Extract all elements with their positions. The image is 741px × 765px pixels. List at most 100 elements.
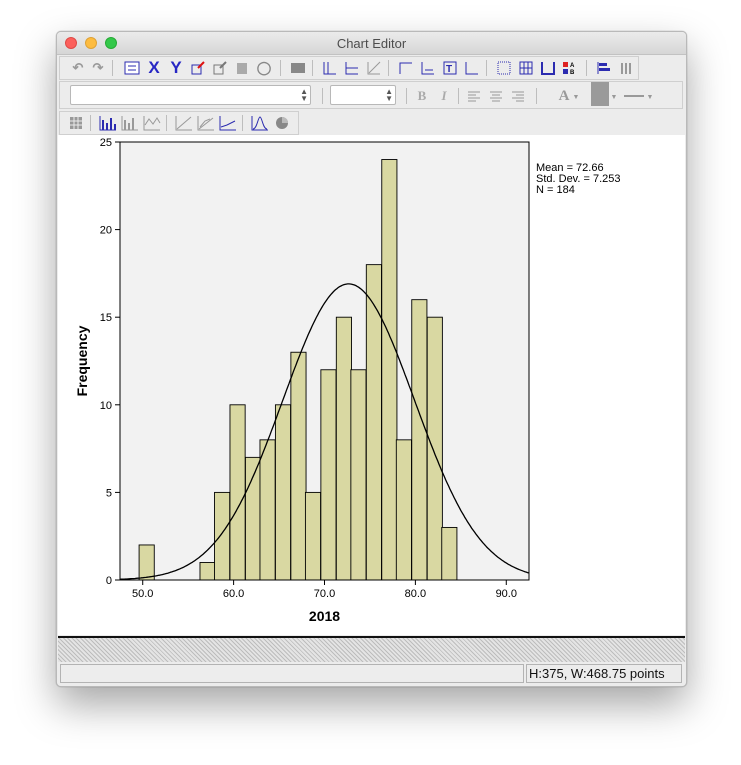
histogram-bar[interactable]	[304, 491, 322, 581]
distribution-curve-icon[interactable]	[250, 114, 270, 132]
statistics-line: Std. Dev. = 7.253	[536, 173, 621, 185]
svg-text:B: B	[570, 70, 575, 76]
add-text-box-icon[interactable]: T	[440, 59, 460, 77]
undo-icon[interactable]: ↶	[72, 60, 84, 75]
histogram-chart[interactable]: 0 5 10 15 20 25 50.0 60.0 70.0 80.0 90.0 Frequenc…	[58, 135, 685, 635]
minimize-window-button[interactable]	[85, 37, 97, 49]
toolbar-separator	[166, 115, 167, 131]
histogram-bars	[138, 159, 458, 581]
stepper-icon: ▲ ▼	[385, 87, 393, 103]
y-axis-title[interactable]: Frequency	[74, 325, 90, 396]
select-chart-icon[interactable]	[188, 59, 208, 77]
add-reference-line-x-icon[interactable]	[342, 59, 362, 77]
format-toolbar: ▲ ▼ ▲ ▼ B I A ▼ ▼ ▼	[59, 81, 683, 109]
toolbar-separator	[406, 88, 407, 104]
chevron-down-icon[interactable]: ▼	[646, 93, 654, 101]
line-icon[interactable]	[218, 114, 238, 132]
svg-text:A: A	[570, 63, 575, 69]
histogram-bar[interactable]	[381, 159, 398, 581]
transpose-icon[interactable]	[232, 59, 252, 77]
histogram-bar[interactable]	[350, 369, 367, 581]
frame-icon[interactable]	[538, 59, 558, 77]
align-right-icon[interactable]	[508, 87, 528, 105]
chart-canvas[interactable]: 0 5 10 15 20 25 50.0 60.0 70.0 80.0 90.0 Frequenc…	[58, 135, 685, 635]
align-left-icon[interactable]	[464, 87, 484, 105]
add-title-icon[interactable]	[396, 59, 416, 77]
stacked-bar-icon[interactable]	[120, 114, 140, 132]
histogram-bar[interactable]	[214, 491, 231, 581]
properties-icon[interactable]	[122, 59, 142, 77]
italic-button[interactable]: I	[441, 88, 447, 103]
histogram-bar[interactable]	[199, 562, 216, 581]
y-tick-label: 0	[106, 575, 112, 587]
x-axis-title[interactable]: 2018	[309, 608, 340, 624]
toolbar-separator	[280, 60, 281, 76]
histogram-bar[interactable]	[426, 316, 443, 581]
bar-chart-icon[interactable]	[616, 59, 636, 77]
close-window-button[interactable]	[65, 37, 77, 49]
normal-curve[interactable]	[119, 283, 530, 580]
scatter-icon[interactable]	[174, 114, 194, 132]
histogram-bar[interactable]	[411, 299, 428, 581]
add-fit-line-icon[interactable]	[364, 59, 384, 77]
y-tick-label: 10	[100, 400, 112, 412]
chart-editor-window: Chart Editor ↶ ↷ X Y ◯	[56, 31, 687, 687]
zoom-window-button[interactable]	[105, 37, 117, 49]
pie-icon[interactable]	[272, 114, 292, 132]
x-tick-label: 50.0	[132, 588, 153, 600]
histogram-bar[interactable]	[441, 526, 458, 581]
bar-chart-icon[interactable]	[98, 114, 118, 132]
histogram-bar[interactable]	[259, 439, 276, 581]
stepper-icon: ▲ ▼	[300, 87, 308, 103]
histogram-bar[interactable]	[229, 404, 246, 581]
data-points-icon[interactable]	[66, 114, 86, 132]
chart-size-readout: H:375, W:468.75 points	[526, 664, 682, 683]
grid-icon[interactable]	[494, 59, 514, 77]
x-axis[interactable]: 50.0 60.0 70.0 80.0 90.0	[132, 580, 517, 600]
add-footnote-icon[interactable]	[418, 59, 438, 77]
x-axis-icon[interactable]: X	[148, 58, 160, 77]
line-chart-icon[interactable]	[142, 114, 162, 132]
chevron-down-icon[interactable]: ▼	[610, 93, 618, 101]
bold-button[interactable]: B	[417, 88, 427, 103]
statistics-line: Mean = 72.66	[536, 162, 604, 174]
add-reference-line-y-icon[interactable]	[320, 59, 340, 77]
x-tick-label: 80.0	[405, 588, 426, 600]
svg-text:T: T	[446, 64, 452, 75]
data-editor-icon[interactable]	[288, 59, 308, 77]
fit-line-icon[interactable]	[196, 114, 216, 132]
y-tick-label: 25	[100, 137, 112, 149]
grid-lines-icon[interactable]	[516, 59, 536, 77]
histogram-bar[interactable]	[395, 439, 412, 581]
lasso-icon[interactable]: ◯	[256, 60, 272, 75]
font-size-combo[interactable]: ▲ ▼	[330, 85, 396, 105]
text-color-button[interactable]: A	[558, 87, 570, 104]
toolbar-separator	[586, 60, 587, 76]
window-title: Chart Editor	[336, 36, 407, 51]
select-frame-icon[interactable]	[210, 59, 230, 77]
histogram-bar[interactable]	[335, 316, 352, 581]
y-tick-label: 20	[100, 225, 112, 237]
chart-type-toolbar	[59, 111, 299, 135]
histogram-bar[interactable]	[365, 264, 382, 581]
align-center-icon[interactable]	[486, 87, 506, 105]
y-axis-icon[interactable]: Y	[170, 58, 182, 77]
y-tick-label: 15	[100, 312, 112, 324]
fill-color-button[interactable]	[590, 82, 610, 106]
add-marker-icon[interactable]	[462, 59, 482, 77]
font-combo[interactable]: ▲ ▼	[70, 85, 311, 105]
redo-icon[interactable]: ↷	[92, 60, 104, 75]
histogram-bar[interactable]	[274, 404, 292, 581]
histogram-bar[interactable]	[290, 351, 307, 581]
transpose-chart-icon[interactable]	[594, 59, 614, 77]
toolbar-separator	[486, 60, 487, 76]
line-style-button[interactable]	[624, 87, 644, 105]
histogram-bar[interactable]	[320, 369, 337, 581]
chevron-down-icon[interactable]: ▼	[572, 93, 580, 101]
histogram-bar[interactable]	[138, 544, 155, 581]
y-axis[interactable]: 0 5 10 15 20 25	[100, 137, 120, 587]
status-bar: H:375, W:468.75 points	[57, 662, 686, 686]
toolbar-separator	[90, 115, 91, 131]
